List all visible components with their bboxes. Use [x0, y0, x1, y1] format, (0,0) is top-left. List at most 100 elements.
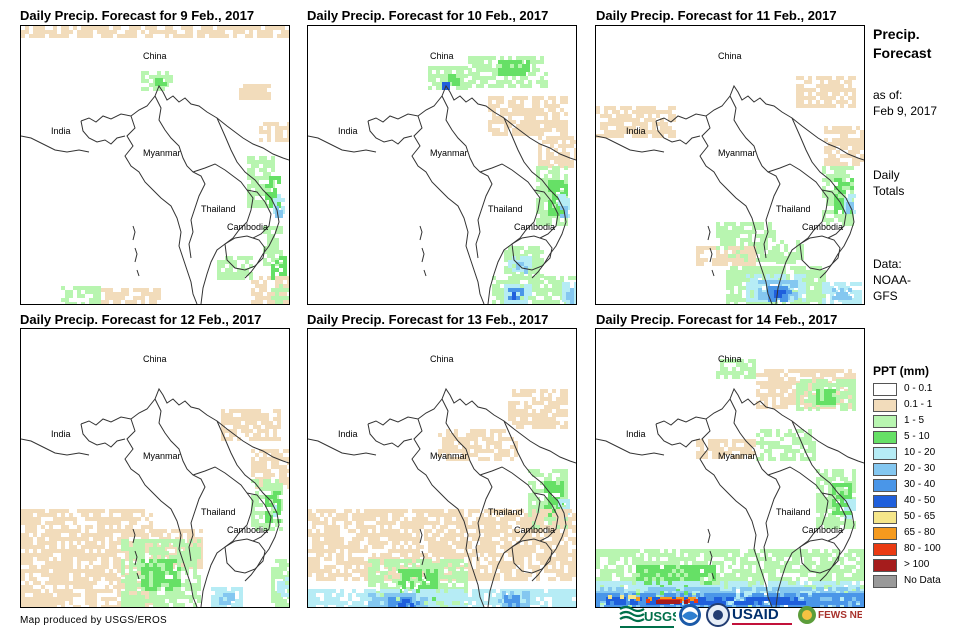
- precip-cell: [344, 521, 348, 525]
- precip-cell: [145, 567, 149, 571]
- precip-cell: [149, 547, 153, 551]
- precip-cell: [532, 389, 536, 393]
- precip-cell: [328, 569, 332, 573]
- precip-cell: [237, 272, 241, 276]
- precip-cell: [532, 565, 536, 569]
- precip-cell: [221, 276, 225, 280]
- precip-cell: [516, 545, 520, 549]
- precip-cell: [500, 509, 504, 513]
- precip-cell: [324, 521, 328, 525]
- precip-cell: [562, 160, 566, 164]
- precip-cell: [279, 527, 283, 531]
- precip-cell: [566, 198, 570, 202]
- precip-cell: [512, 417, 516, 421]
- precip-cell: [544, 194, 548, 198]
- precip-cell: [273, 188, 277, 192]
- precip-cell: [101, 288, 105, 292]
- precip-cell: [524, 108, 528, 112]
- precip-cell: [558, 136, 562, 140]
- precip-cell: [768, 234, 772, 238]
- precip-cell: [520, 100, 524, 104]
- precip-cell: [420, 545, 424, 549]
- precip-cell: [452, 513, 456, 517]
- precip-cell: [828, 80, 832, 84]
- precip-cell: [245, 34, 249, 38]
- precip-cell: [754, 278, 758, 282]
- precip-cell: [516, 577, 520, 581]
- precip-cell: [556, 124, 560, 128]
- precip-cell: [372, 525, 376, 529]
- precip-cell: [500, 120, 504, 124]
- precip-cell: [824, 92, 828, 96]
- precip-cell: [287, 134, 289, 138]
- precip-cell: [548, 425, 552, 429]
- precip-cell: [528, 270, 532, 274]
- precip-cell: [456, 66, 460, 70]
- precip-cell: [750, 290, 754, 294]
- precip-cell: [840, 100, 844, 104]
- precip-cell: [568, 509, 572, 513]
- precip-cell: [45, 541, 49, 545]
- precip-cell: [283, 260, 287, 264]
- precip-cell: [181, 551, 185, 555]
- precip-cell: [484, 509, 488, 513]
- precip-cell: [468, 561, 472, 565]
- precip-cell: [263, 204, 267, 208]
- precip-cell: [267, 473, 271, 477]
- precip-cell: [788, 290, 792, 294]
- precip-cell: [824, 130, 828, 134]
- precip-cell: [271, 276, 275, 280]
- precip-cell: [524, 525, 528, 529]
- precip-cell: [492, 525, 496, 529]
- precip-cell: [552, 417, 556, 421]
- precip-cell: [25, 529, 29, 533]
- precip-cell: [372, 541, 376, 545]
- precip-cell: [259, 495, 263, 499]
- precip-cell: [520, 56, 524, 60]
- place-label-china: China: [143, 51, 167, 61]
- precip-cell: [223, 587, 227, 591]
- precip-cell: [41, 573, 45, 577]
- precip-cell: [145, 525, 149, 529]
- precip-cell: [249, 413, 253, 417]
- precip-cell: [502, 68, 506, 72]
- precip-cell: [486, 437, 490, 441]
- precip-cell: [448, 545, 452, 549]
- precip-cell: [728, 234, 732, 238]
- precip-cell: [532, 300, 536, 304]
- precip-cell: [520, 108, 524, 112]
- precip-cell: [271, 296, 275, 300]
- precip-cell: [532, 417, 536, 421]
- country-border: [503, 117, 567, 279]
- precip-cell: [566, 144, 570, 148]
- precip-cell: [320, 577, 324, 581]
- precip-cell: [61, 581, 65, 585]
- country-border: [216, 420, 280, 582]
- precip-cell: [93, 605, 97, 607]
- precip-cell: [436, 541, 440, 545]
- precip-cell: [480, 573, 484, 577]
- precip-cell: [556, 112, 560, 116]
- precip-cell: [81, 545, 85, 549]
- precip-cell: [133, 595, 137, 599]
- precip-cell: [550, 156, 554, 160]
- precip-cell: [532, 72, 536, 76]
- precip-cell: [468, 525, 472, 529]
- precip-cell: [316, 549, 320, 553]
- precip-cell: [161, 595, 165, 599]
- precip-cell: [496, 280, 500, 284]
- precip-cell: [782, 274, 786, 278]
- precip-cell: [149, 591, 153, 595]
- precip-cell: [544, 112, 548, 116]
- precip-cell: [412, 553, 416, 557]
- precip-cell: [852, 194, 856, 198]
- precip-cell: [492, 529, 496, 533]
- precip-cell: [572, 541, 576, 545]
- precip-cell: [129, 30, 133, 34]
- precip-cell: [556, 413, 560, 417]
- precip-cell: [185, 559, 189, 563]
- precip-cell: [145, 71, 149, 75]
- precip-cell: [249, 256, 253, 260]
- precip-cell: [784, 294, 788, 298]
- precip-cell: [169, 539, 173, 543]
